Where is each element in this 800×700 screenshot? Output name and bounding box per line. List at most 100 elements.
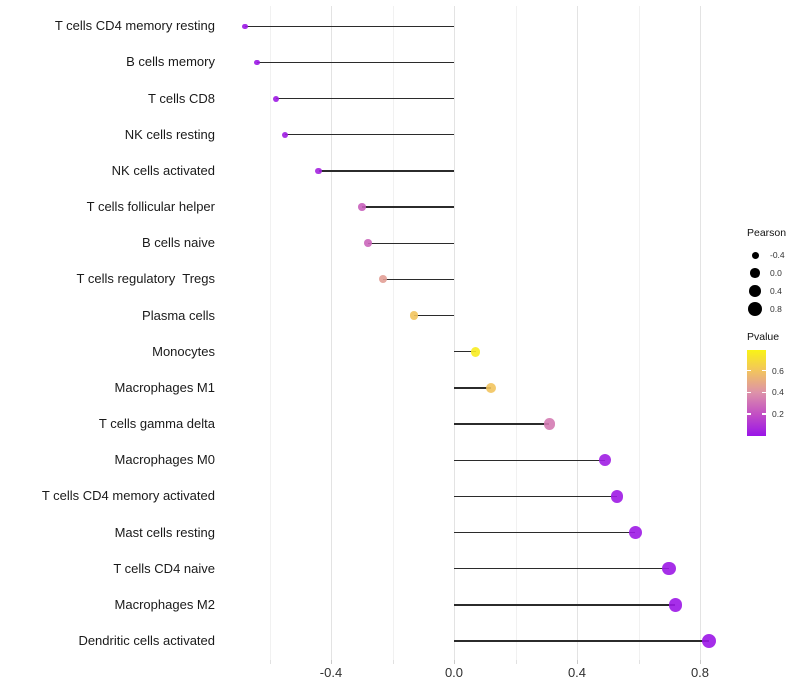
x-axis-tick-label: 0.0: [444, 665, 464, 680]
pearson-legend-entry-label: 0.0: [770, 268, 782, 278]
pearson-size-legend: Pearson -0.4 0.0 0.4 0.8: [747, 227, 786, 318]
x-axis-tick: [454, 660, 455, 664]
lollipop-stem: [454, 351, 476, 353]
data-point: [379, 275, 388, 284]
pearson-legend-title: Pearson: [747, 227, 787, 239]
y-axis-category-label: Macrophages M2: [114, 596, 215, 612]
lollipop-stem: [454, 459, 605, 461]
y-axis-category-label: T cells CD4 memory activated: [41, 488, 215, 504]
pvalue-legend-tick-label: 0.4: [772, 387, 784, 398]
data-point: [272, 95, 279, 102]
pearson-legend-dot: [747, 301, 763, 317]
data-point: [662, 561, 677, 576]
x-gridline-major: [577, 6, 578, 660]
pearson-legend-entry: 0.8: [747, 300, 786, 318]
y-axis-category-label: NK cells activated: [111, 162, 215, 178]
lollipop-stem: [454, 495, 617, 498]
data-point: [364, 239, 372, 248]
y-axis-category-label: T cells CD4 naive: [113, 560, 215, 576]
data-point: [485, 382, 496, 393]
pvalue-legend-tick-label: 0.6: [772, 365, 784, 376]
lollipop-stem: [383, 278, 454, 281]
pearson-legend-dot: [750, 268, 760, 278]
data-point: [470, 346, 481, 357]
data-point: [242, 23, 248, 29]
pvalue-bar-tick-left: [747, 369, 751, 372]
data-point: [668, 598, 683, 612]
y-axis-category-label: Monocytes: [152, 343, 215, 359]
pvalue-bar-tick-left: [747, 413, 751, 415]
lollipop-stem: [454, 640, 710, 642]
data-point: [628, 526, 642, 539]
x-gridline-minor: [269, 6, 271, 660]
pvalue-bar-tick-right: [762, 413, 766, 415]
lollipop-stem: [257, 61, 454, 64]
x-gridline-major: [454, 6, 455, 660]
pvalue-gradient-bar: 0.6 0.4 0.2: [747, 350, 784, 436]
lollipop-stem: [414, 314, 454, 317]
y-axis-category-label: Macrophages M0: [114, 452, 215, 468]
pearson-legend-entries: -0.4 0.0 0.4 0.8: [747, 246, 786, 318]
pearson-legend-entry-label: -0.4: [770, 250, 785, 260]
data-point: [254, 59, 260, 66]
pearson-legend-dot: [749, 285, 761, 297]
lollipop-stem: [454, 387, 491, 389]
x-gridline-minor: [515, 6, 517, 660]
pvalue-legend-tick-label: 0.2: [772, 409, 784, 420]
pearson-legend-entry: 0.0: [747, 264, 786, 282]
lollipop-stem: [454, 604, 676, 606]
y-axis-category-label: B cells memory: [126, 54, 215, 70]
data-point: [598, 454, 611, 467]
pearson-legend-key: [747, 247, 763, 263]
lollipop-stem: [275, 97, 454, 100]
y-axis-category-label: NK cells resting: [124, 126, 215, 142]
lollipop-stem: [244, 25, 454, 27]
pvalue-bar-tick-left: [747, 391, 751, 394]
data-point: [357, 203, 366, 211]
pearson-legend-dot: [751, 251, 759, 259]
x-axis-tick-label: 0.8: [690, 665, 710, 680]
y-axis-category-label: T cells follicular helper: [86, 199, 215, 215]
data-point: [409, 311, 419, 320]
x-axis-minor-tick: [392, 660, 394, 664]
data-point: [281, 131, 288, 138]
pearson-legend-key: [747, 265, 763, 281]
x-gridline-major: [331, 6, 332, 660]
pearson-legend-entry-label: 0.8: [770, 304, 782, 314]
x-gridline-minor: [392, 6, 394, 660]
x-axis-minor-tick: [515, 660, 517, 664]
x-gridline-major: [700, 6, 701, 660]
pearson-legend-entry: -0.4: [747, 246, 786, 264]
data-point: [543, 418, 555, 430]
pearson-legend-entry-label: 0.4: [770, 286, 782, 296]
y-axis-category-label: T cells CD8: [148, 90, 215, 106]
data-point: [315, 167, 323, 175]
lollipop-stem: [284, 134, 454, 136]
pvalue-bar-tick-right: [762, 369, 766, 372]
y-axis-category-label: T cells gamma delta: [98, 416, 215, 432]
y-axis-category-label: Plasma cells: [142, 307, 215, 323]
pvalue-legend-title: Pvalue: [747, 331, 780, 343]
y-axis-category-label: Dendritic cells activated: [78, 633, 215, 649]
pvalue-color-legend: Pvalue 0.6 0.4 0.2: [747, 331, 784, 436]
data-point: [610, 490, 624, 503]
x-axis-tick-label: -0.4: [319, 665, 343, 680]
pearson-legend-key: [747, 301, 763, 317]
lollipop-stem: [454, 423, 550, 425]
y-axis-category-label: T cells regulatory Tregs: [76, 271, 215, 287]
x-axis-tick-label: 0.4: [567, 665, 587, 680]
lollipop-stem: [367, 242, 454, 244]
y-axis-category-label: Mast cells resting: [114, 524, 215, 540]
x-axis-tick: [331, 660, 332, 664]
lollipop-stem: [318, 170, 454, 172]
x-axis-tick: [700, 660, 701, 664]
pearson-legend-entry: 0.4: [747, 282, 786, 300]
x-axis-minor-tick: [638, 660, 640, 664]
pvalue-bar-tick-right: [762, 391, 766, 394]
y-axis-category-label: B cells naive: [142, 235, 215, 251]
pearson-legend-key: [747, 283, 763, 299]
lollipop-stem: [454, 568, 670, 570]
lollipop-stem: [361, 206, 454, 208]
y-axis-category-label: T cells CD4 memory resting: [54, 18, 215, 34]
